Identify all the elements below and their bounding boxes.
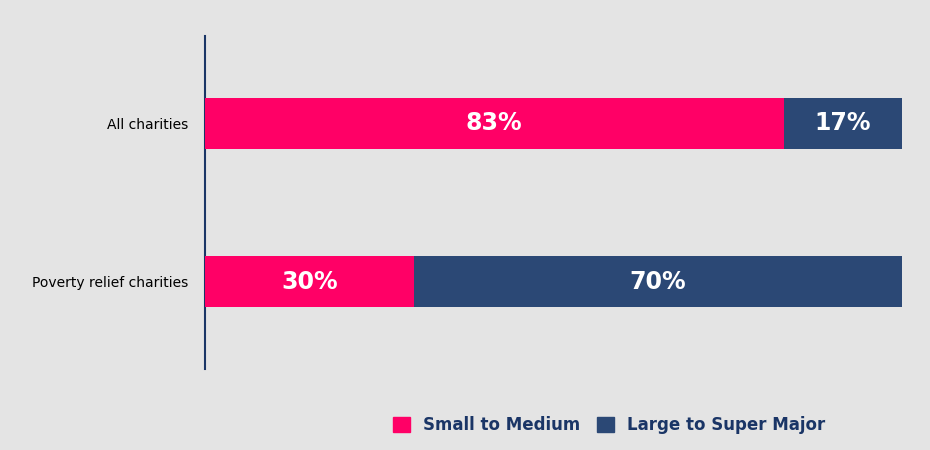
- Text: 30%: 30%: [281, 270, 338, 294]
- Text: 70%: 70%: [630, 270, 686, 294]
- Text: 83%: 83%: [466, 111, 523, 135]
- Text: 17%: 17%: [815, 111, 871, 135]
- Bar: [783, 98, 902, 148]
- Legend: Small to Medium, Large to Super Major: Small to Medium, Large to Super Major: [393, 416, 825, 434]
- Bar: [205, 98, 783, 148]
- Bar: [205, 256, 414, 307]
- Bar: [414, 256, 902, 307]
